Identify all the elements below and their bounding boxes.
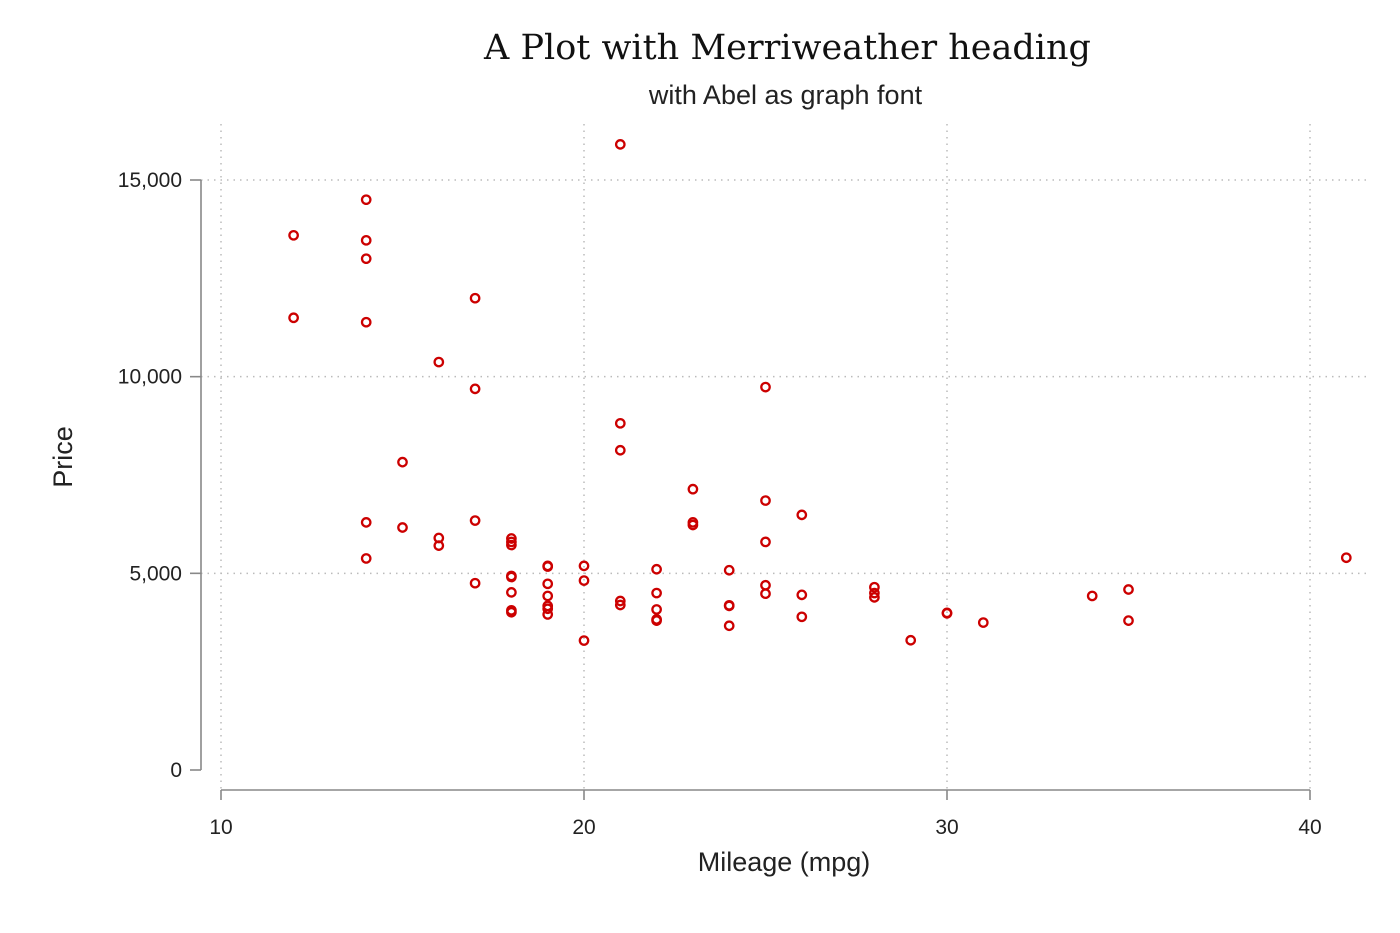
data-point (760, 588, 771, 600)
data-point (723, 564, 735, 576)
chart-title: A Plot with Merriweather heading (484, 28, 1091, 68)
y-tick-label: 15,000 (118, 169, 182, 192)
data-point (614, 139, 626, 150)
data-point (1340, 552, 1352, 564)
data-point (506, 533, 517, 544)
data-point (360, 316, 372, 328)
data-point (469, 577, 481, 589)
data-point (614, 595, 626, 607)
data-point (578, 560, 590, 572)
data-point (614, 417, 626, 429)
data-point (614, 444, 626, 456)
y-tick-label: 5,000 (129, 562, 182, 585)
data-point (288, 312, 299, 324)
data-point (542, 590, 554, 602)
x-tick-label: 20 (572, 816, 595, 839)
data-point (1123, 615, 1134, 626)
data-point (941, 607, 953, 619)
data-point (869, 587, 880, 599)
data-point (796, 509, 808, 521)
data-point (796, 611, 808, 623)
data-point (506, 606, 517, 618)
data-point (360, 194, 372, 206)
data-point (360, 553, 372, 564)
data-point (760, 495, 771, 506)
data-point (360, 253, 372, 265)
data-point (288, 229, 299, 241)
data-point (651, 615, 662, 626)
data-points (288, 139, 1352, 646)
data-point (506, 539, 517, 551)
data-point (614, 599, 626, 611)
data-point (869, 592, 880, 603)
x-tick-label: 10 (209, 816, 232, 839)
data-point (869, 581, 880, 593)
data-point (542, 603, 554, 615)
data-point (723, 600, 735, 612)
data-point (905, 634, 917, 646)
chart-subtitle: with Abel as graph font (648, 80, 923, 110)
data-point (542, 578, 554, 590)
x-axis-title: Mileage (mpg) (698, 847, 871, 877)
data-point (469, 292, 481, 304)
data-point (687, 519, 699, 531)
data-point (506, 571, 517, 583)
data-point (1086, 590, 1098, 602)
data-point (977, 617, 989, 628)
data-point (687, 483, 699, 495)
ticks: 10 20 30 40 0 5,000 10,000 15,000 (118, 169, 1322, 839)
data-point (433, 356, 445, 368)
y-axis-title: Price (48, 426, 78, 488)
data-point (542, 561, 554, 572)
y-tick-label: 0 (170, 759, 182, 782)
data-point (796, 589, 808, 601)
data-point (651, 604, 662, 615)
data-point (1123, 584, 1134, 595)
data-point (433, 540, 445, 551)
data-point (506, 587, 517, 598)
data-point (651, 563, 662, 575)
data-point (723, 620, 735, 632)
data-point (397, 456, 408, 468)
data-point (760, 381, 771, 393)
data-point (760, 536, 771, 548)
data-point (651, 587, 662, 599)
y-tick-label: 10,000 (118, 366, 182, 389)
data-point (542, 609, 554, 620)
data-point (360, 234, 372, 246)
data-point (469, 515, 481, 526)
data-point (397, 522, 408, 533)
data-point (360, 517, 372, 528)
x-tick-label: 30 (935, 816, 958, 839)
data-point (469, 383, 481, 395)
grid-lines (201, 124, 1368, 790)
data-point (578, 635, 590, 646)
x-tick-label: 40 (1298, 816, 1321, 839)
axes (200, 180, 1310, 791)
data-point (578, 575, 590, 586)
data-point (760, 579, 771, 591)
